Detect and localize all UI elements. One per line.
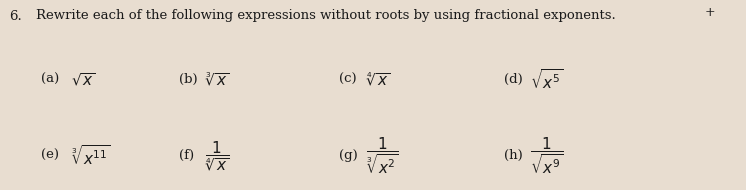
Text: $\sqrt{x}$: $\sqrt{x}$ (71, 71, 95, 88)
Text: $\sqrt[4]{x}$: $\sqrt[4]{x}$ (366, 71, 390, 88)
Text: (b): (b) (179, 73, 198, 86)
Text: +: + (705, 6, 715, 19)
Text: (a): (a) (41, 73, 59, 86)
Text: $\dfrac{1}{\sqrt{x^9}}$: $\dfrac{1}{\sqrt{x^9}}$ (530, 135, 563, 176)
Text: (c): (c) (339, 73, 357, 86)
Text: $\dfrac{1}{\sqrt[3]{x^2}}$: $\dfrac{1}{\sqrt[3]{x^2}}$ (366, 135, 398, 176)
Text: (f): (f) (179, 149, 194, 162)
Text: (d): (d) (504, 73, 522, 86)
Text: $\sqrt[3]{x}$: $\sqrt[3]{x}$ (205, 71, 230, 88)
Text: 6.: 6. (9, 10, 22, 22)
Text: (e): (e) (41, 149, 59, 162)
Text: (g): (g) (339, 149, 358, 162)
Text: $\sqrt[3]{x^{11}}$: $\sqrt[3]{x^{11}}$ (71, 144, 110, 168)
Text: $\dfrac{1}{\sqrt[4]{x}}$: $\dfrac{1}{\sqrt[4]{x}}$ (205, 139, 230, 173)
Text: Rewrite each of the following expressions without roots by using fractional expo: Rewrite each of the following expression… (36, 10, 615, 22)
Text: (h): (h) (504, 149, 522, 162)
Text: $\sqrt{x^5}$: $\sqrt{x^5}$ (530, 68, 563, 92)
